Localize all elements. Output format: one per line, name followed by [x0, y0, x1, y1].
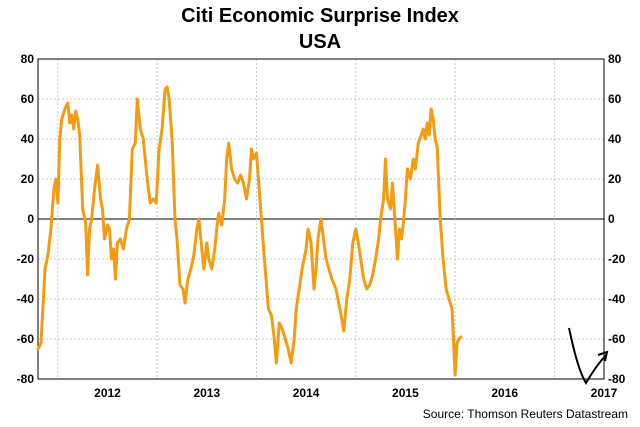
- x-tick-label: 2015: [392, 386, 419, 400]
- x-tick-label: 2016: [491, 386, 518, 400]
- y-tick-label-right: 40: [608, 132, 622, 146]
- y-tick-label-right: -80: [608, 372, 626, 386]
- y-tick-label-left: -60: [17, 332, 35, 346]
- chart-source: Source: Thomson Reuters Datastream: [422, 407, 628, 421]
- y-tick-label-left: 60: [21, 92, 35, 106]
- x-tick-label: 2017: [591, 386, 618, 400]
- y-tick-label-left: -40: [17, 292, 35, 306]
- plot-frame: [37, 58, 605, 380]
- y-tick-label-right: -40: [608, 292, 626, 306]
- x-tick-label: 2012: [94, 386, 121, 400]
- y-tick-label-right: 0: [608, 212, 615, 226]
- axis-ticks: 80 80 60 60 40 40 20 20 0 0 -20 -20 -40 -40 -60 -60 -80 -…: [17, 52, 626, 400]
- annotation-arrow-stroke: [568, 327, 607, 385]
- x-tick-label: 2013: [193, 386, 220, 400]
- y-tick-label-right: 80: [608, 52, 622, 66]
- series-layer: [36, 85, 463, 377]
- y-tick-label-right: 60: [608, 92, 622, 106]
- chart-title: Citi Economic Surprise Index: [181, 5, 459, 27]
- y-tick-label-left: -80: [17, 372, 35, 386]
- series-line: [36, 85, 463, 377]
- annotation-arrow: [568, 327, 609, 385]
- chart-subtitle: USA: [298, 31, 342, 53]
- y-tick-label-right: -60: [608, 332, 626, 346]
- x-tick-label: 2014: [293, 386, 320, 400]
- y-tick-label-left: 0: [27, 212, 34, 226]
- y-tick-label-left: -20: [17, 252, 35, 266]
- y-tick-label-left: 80: [21, 52, 35, 66]
- y-tick-label-left: 40: [21, 132, 35, 146]
- y-tick-label-left: 20: [21, 172, 35, 186]
- y-tick-label-right: -20: [608, 252, 626, 266]
- y-tick-label-right: 20: [608, 172, 622, 186]
- annotation-arrow-head: [597, 350, 609, 362]
